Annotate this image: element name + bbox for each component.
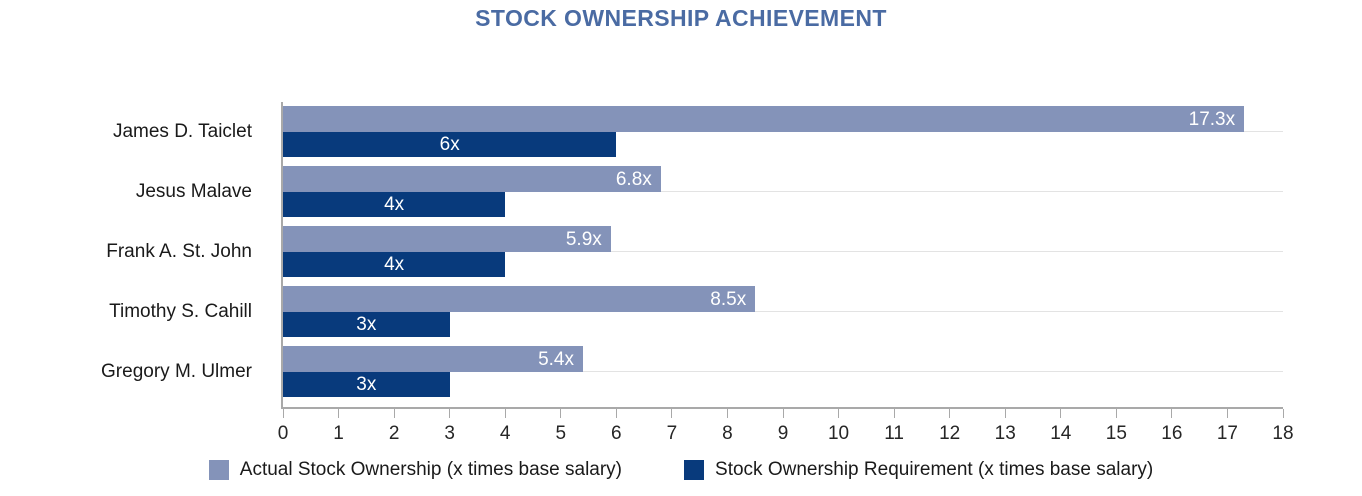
legend-swatch-requirement-icon	[684, 460, 705, 480]
x-axis-tick-label: 4	[499, 423, 511, 444]
x-axis-tick	[838, 409, 840, 418]
legend-swatch-actual-icon	[208, 460, 229, 480]
requirement-bar: 4x	[283, 192, 506, 217]
x-axis-tick	[282, 409, 284, 418]
x-axis-tick-label: 16	[1161, 423, 1183, 444]
category-labels-column: James D. Taiclet Jesus Malave Frank A. St.…	[0, 102, 252, 407]
category-label: Jesus Malave	[135, 181, 252, 202]
x-axis-tick	[782, 409, 784, 418]
legend: Actual Stock Ownership (x times base sal…	[0, 459, 1362, 481]
legend-label-actual: Actual Stock Ownership (x times base sal…	[239, 459, 623, 480]
legend-item-actual: Actual Stock Ownership (x times base sal…	[208, 459, 623, 481]
x-axis-tick-label: 18	[1272, 423, 1294, 444]
x-axis-tick	[393, 409, 395, 418]
x-axis-tick	[1282, 409, 1284, 418]
x-axis-tick	[893, 409, 895, 418]
category-row: 5.4x 3x	[283, 342, 1283, 402]
bar-value-label: 4x	[384, 254, 405, 275]
bar-value-label: 17.3x	[1188, 108, 1236, 130]
bar-value-label: 6x	[439, 134, 460, 155]
x-axis-tick	[560, 409, 562, 418]
x-axis-tick-label: 15	[1105, 423, 1127, 444]
x-axis-tick	[449, 409, 451, 418]
x-axis-tick-label: 14	[1050, 423, 1072, 444]
category-row: 17.3x 6x	[283, 102, 1283, 162]
legend-item-requirement: Stock Ownership Requirement (x times bas…	[684, 459, 1153, 481]
x-axis-tick	[1226, 409, 1228, 418]
actual-bar: 5.4x	[283, 346, 583, 372]
x-axis-tick-label: 7	[666, 423, 678, 444]
x-axis-tick-label: 17	[1216, 423, 1239, 444]
x-axis-tick-label: 12	[939, 423, 961, 444]
x-axis-tick-label: 8	[722, 423, 733, 444]
x-axis-tick	[1060, 409, 1062, 418]
requirement-bar: 6x	[283, 132, 617, 157]
actual-bar: 6.8x	[283, 166, 661, 192]
x-axis-tick	[726, 409, 728, 418]
bar-value-label: 8.5x	[710, 288, 747, 310]
bar-value-label: 5.4x	[538, 348, 574, 370]
x-axis-tick-label: 10	[827, 423, 850, 444]
requirement-bar: 3x	[283, 372, 450, 397]
bar-value-label: 6.8x	[615, 168, 652, 190]
x-axis-tick-label: 6	[611, 423, 622, 444]
x-axis-tick-label: 3	[444, 423, 455, 444]
x-axis-tick-label: 13	[994, 423, 1016, 444]
x-axis-tick-label: 1	[333, 423, 344, 444]
x-axis-tick-label: 2	[388, 423, 400, 444]
x-axis-tick	[615, 409, 617, 418]
category-label: Gregory M. Ulmer	[101, 361, 252, 382]
gridline	[283, 311, 1283, 312]
x-axis-tick	[671, 409, 673, 418]
category-row: 5.9x 4x	[283, 222, 1283, 282]
bar-value-label: 4x	[384, 194, 405, 215]
x-axis-tick-label: 9	[777, 423, 789, 444]
category-label: Timothy S. Cahill	[109, 301, 252, 322]
category-label: Frank A. St. John	[106, 241, 252, 262]
actual-bar: 8.5x	[283, 286, 756, 312]
x-axis-tick-label: 11	[884, 423, 904, 444]
bar-value-label: 5.9x	[565, 228, 602, 250]
requirement-bar: 3x	[283, 312, 450, 337]
chart-title: STOCK OWNERSHIP ACHIEVEMENT	[475, 5, 887, 31]
bar-value-label: 3x	[356, 374, 377, 395]
actual-bar: 5.9x	[283, 226, 611, 252]
x-axis-tick-label: 5	[555, 423, 567, 444]
x-axis-tick-label: 0	[277, 423, 289, 444]
gridline	[283, 191, 1283, 192]
x-axis-tick	[504, 409, 506, 418]
plot-area: 17.3x 6x 6.8x 4x 5.9x 4x 8.5x 3x 5.4x 3x	[281, 102, 1283, 409]
requirement-bar: 4x	[283, 252, 506, 277]
legend-label-requirement: Stock Ownership Requirement (x times bas…	[715, 459, 1154, 480]
gridline	[283, 251, 1283, 252]
x-axis-tick	[949, 409, 951, 418]
gridline	[283, 371, 1283, 372]
bar-value-label: 3x	[356, 314, 377, 335]
x-axis-tick	[1171, 409, 1173, 418]
category-row: 8.5x 3x	[283, 282, 1283, 342]
x-axis: 0 1 2 3 4 5 6 7 8 9 10 11 12 13 14 15 16 17 18	[278, 409, 1294, 449]
category-row: 6.8x 4x	[283, 162, 1283, 222]
x-axis-tick	[1004, 409, 1006, 418]
x-axis-tick	[1115, 409, 1117, 418]
x-axis-tick	[338, 409, 340, 418]
category-label: James D. Taiclet	[112, 121, 252, 142]
actual-bar: 17.3x	[283, 106, 1245, 132]
